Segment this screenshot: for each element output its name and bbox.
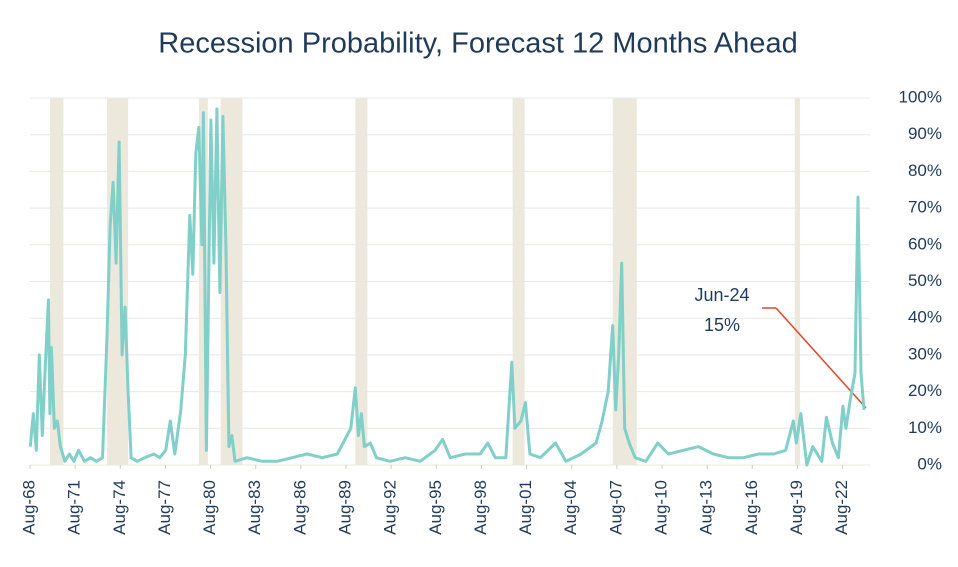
annotation-value: 15% [704,315,740,335]
x-tick-label: Aug-89 [336,480,355,535]
x-tick-label: Aug-01 [516,480,535,535]
x-tick-label: Aug-98 [471,480,490,535]
y-tick-label: 10% [908,418,942,437]
data-line [28,107,866,467]
x-tick-label: Aug-10 [652,480,671,535]
x-tick-label: Aug-71 [65,480,84,535]
x-tick-label: Aug-74 [110,480,129,535]
y-tick-label: 40% [908,308,942,327]
y-tick-label: 20% [908,381,942,400]
x-tick-label: Aug-07 [606,480,625,535]
x-tick-label: Aug-77 [155,480,174,535]
y-tick-label: 90% [908,124,942,143]
x-tick-label: Aug-04 [561,480,580,535]
x-tick-label: Aug-80 [200,480,219,535]
y-tick-label: 80% [908,161,942,180]
x-tick-label: Aug-86 [290,480,309,535]
y-tick-label: 100% [899,87,942,106]
annotation-date: Jun-24 [694,285,749,305]
x-tick-label: Aug-19 [787,480,806,535]
x-tick-label: Aug-22 [832,480,851,535]
chart-title: Recession Probability, Forecast 12 Month… [158,28,797,60]
x-tick-label: Aug-83 [245,480,264,535]
y-tick-label: 50% [908,271,942,290]
y-tick-label: 0% [917,454,942,473]
x-tick-label: Aug-95 [426,480,445,535]
y-tick-label: 60% [908,234,942,253]
x-tick-label: Aug-13 [697,480,716,535]
x-tick-label: Aug-68 [19,480,38,535]
x-tick-label: Aug-16 [742,480,761,535]
y-tick-label: 70% [908,198,942,217]
x-tick-label: Aug-92 [381,480,400,535]
y-tick-label: 30% [908,344,942,363]
